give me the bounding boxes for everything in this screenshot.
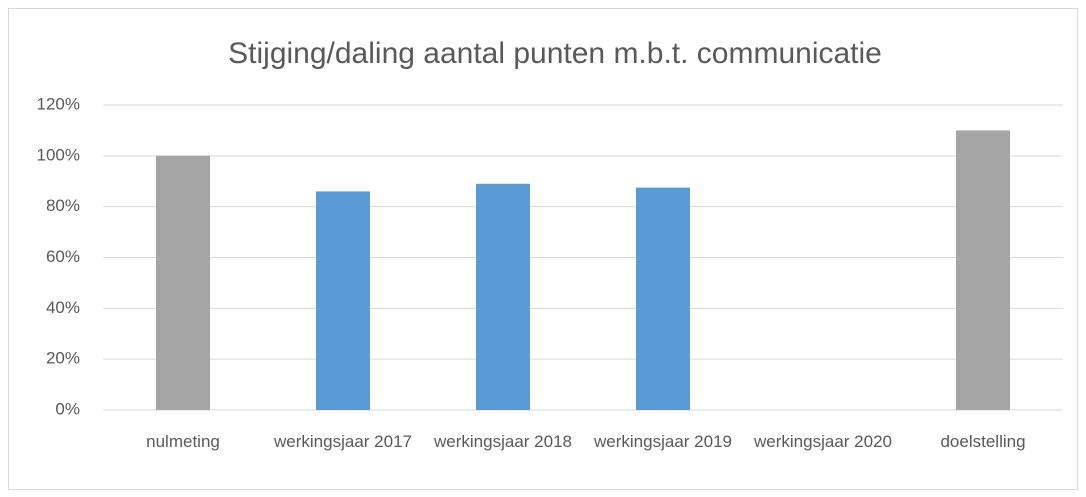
x-tick-label: werkingsjaar 2017 (274, 432, 412, 451)
x-tick-label: werkingsjaar 2018 (434, 432, 572, 451)
y-tick-label: 100% (37, 145, 80, 164)
y-tick-label: 80% (46, 196, 80, 215)
bar (476, 183, 530, 410)
bar (156, 155, 210, 410)
bar (316, 191, 370, 410)
y-tick-label: 60% (46, 247, 80, 266)
y-tick-label: 0% (55, 399, 80, 418)
x-tick-label: nulmeting (146, 432, 220, 451)
x-tick-label: doelstelling (940, 432, 1026, 451)
y-tick-label: 120% (37, 94, 80, 113)
bar (956, 130, 1010, 410)
y-tick-label: 40% (46, 298, 80, 317)
bar (636, 187, 690, 410)
x-tick-label: werkingsjaar 2020 (754, 432, 892, 451)
chart-title: Stijging/daling aantal punten m.b.t. com… (228, 37, 882, 70)
x-tick-label: werkingsjaar 2019 (594, 432, 732, 451)
y-tick-label: 20% (46, 349, 80, 368)
